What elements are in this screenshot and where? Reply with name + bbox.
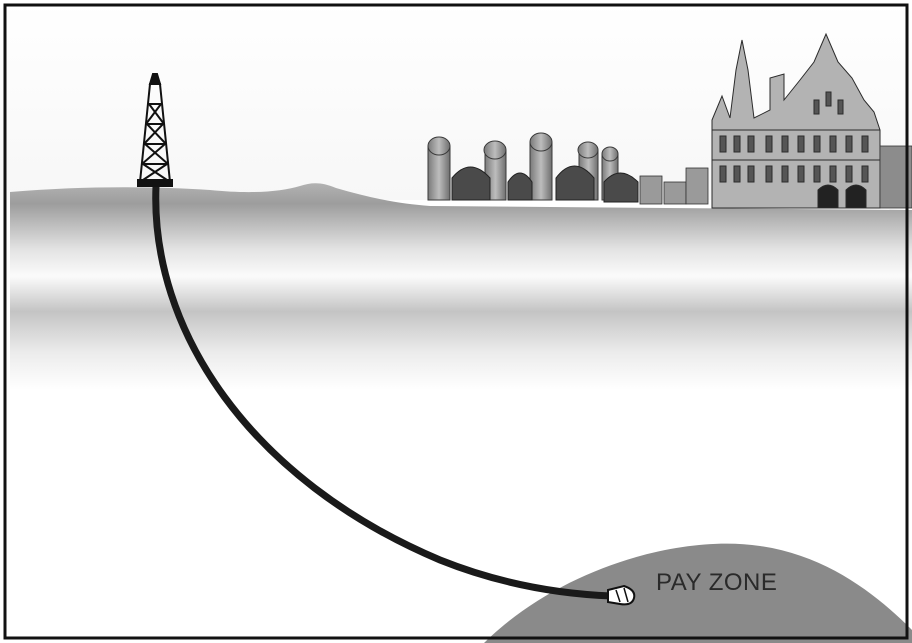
ground-strata [10,183,912,390]
house-row [639,167,709,205]
drilling-derrick-icon [137,73,173,187]
drill-bit-icon [607,584,636,606]
horizontal-wellbore [152,182,616,600]
pay-zone-reservoir [484,543,912,643]
town-hall-building [711,32,881,209]
pay-zone-label: PAY ZONE [656,569,777,596]
diagram-border [3,3,909,640]
barn-group [451,165,639,203]
